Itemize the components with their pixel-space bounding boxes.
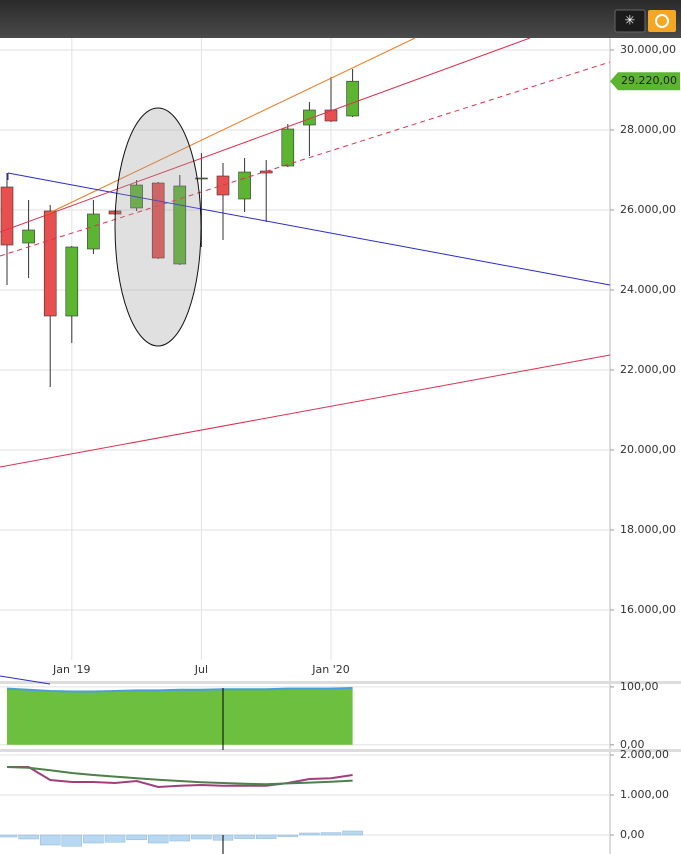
settings-button[interactable] [648,10,676,32]
trend-line [0,675,51,685]
panel-separator [0,749,681,752]
y-tick-label: 0,00 [620,738,645,751]
histogram-bar [342,830,363,836]
crosshair-button[interactable] [614,9,646,33]
histogram-bar [61,834,83,847]
y-tick-label: 28.000,00 [620,123,676,136]
histogram-bar [277,834,299,837]
histogram-bar [104,834,126,843]
candle-body [22,229,35,244]
y-tick-label: 26.000,00 [620,203,676,216]
candle-body [87,213,100,250]
candle-body [43,210,57,317]
crosshair-icon: ✳ [625,14,636,29]
histogram-bar [255,834,277,839]
histogram-bar [320,832,342,836]
x-tick-label: Jan '20 [311,663,349,676]
trend-line [7,172,611,286]
histogram-bar [39,834,61,846]
indicator-line [7,766,353,789]
histogram-bar [191,834,212,840]
candle-body [65,246,79,317]
toolbar [0,0,681,38]
candle-body [0,186,14,246]
histogram-bar [169,834,191,842]
candle-body [346,80,359,117]
y-tick-label: 20.000,00 [620,443,676,456]
y-tick-label: 24.000,00 [620,283,676,296]
plot-area: 16.000,00 18.000,00 20.000,00 22.000,00 24.0… [0,38,681,854]
last-price-label: 29.220,00 [621,74,677,87]
histogram-bar [299,832,320,836]
candle-body [324,109,338,122]
candle-body [216,175,230,196]
settings-icon [655,14,669,28]
y-tick-label: 0,00 [620,828,645,841]
candle-body [238,171,251,200]
candle-body [195,177,208,180]
x-tick-label: Jul [194,663,208,676]
histogram-bar [18,834,39,840]
candle-body [303,109,316,126]
histogram-bar [83,834,104,844]
highlight-ellipse [114,107,202,347]
histogram-bar [147,834,169,844]
trend-line [0,61,611,257]
indicator-line [6,766,353,786]
x-tick-label: Jan '19 [52,663,90,676]
histogram-bar [0,834,18,838]
histogram-bar [234,834,255,839]
y-tick-label: 16.000,00 [620,603,676,616]
panel-separator [0,681,681,684]
y-tick-label: 18.000,00 [620,523,676,536]
area [7,688,353,745]
drawings [0,37,611,854]
y-tick-label: 1.000,00 [620,788,669,801]
y-tick-label: 100,00 [620,680,659,693]
candle-body [281,128,295,167]
trend-line [44,37,416,216]
area-line [6,687,353,693]
trend-line [0,354,611,468]
y-tick-label: 2.000,00 [620,748,669,761]
histogram-bar [126,834,147,841]
trend-line [0,37,531,233]
last-price-tag [610,72,680,91]
y-tick-label: 22.000,00 [620,363,676,376]
y-tick-label: 30.000,00 [620,43,676,56]
